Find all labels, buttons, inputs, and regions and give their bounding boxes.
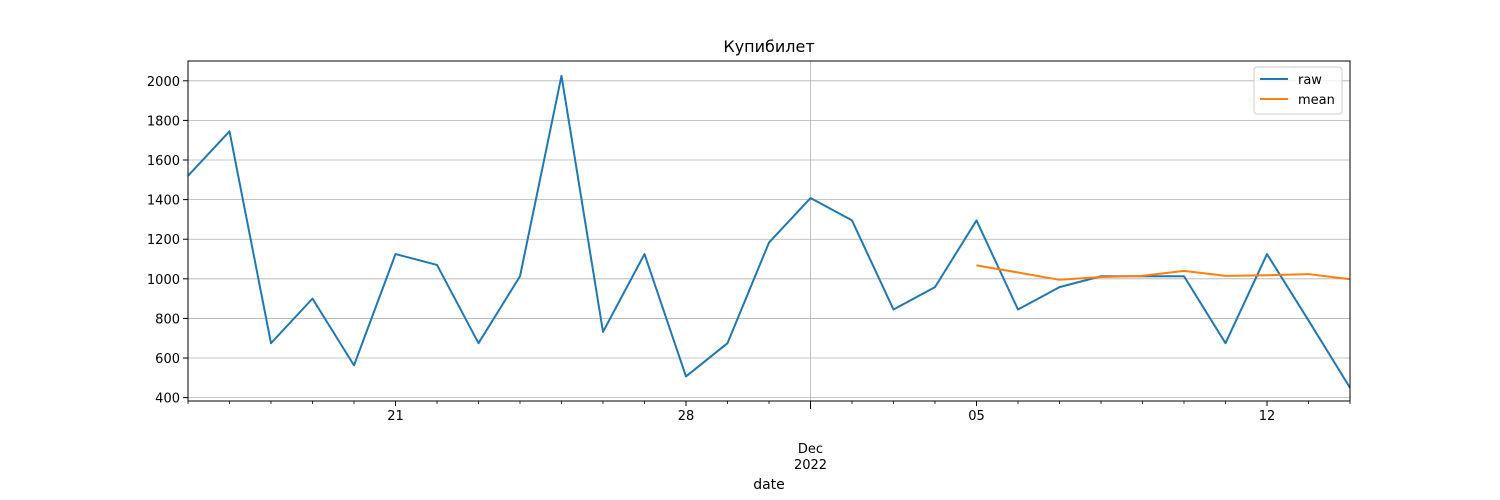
data-point-raw <box>478 342 480 344</box>
y-tick-label: 1800 <box>147 114 180 129</box>
data-point-mean <box>1142 275 1144 277</box>
grid-lines <box>188 61 1350 401</box>
data-point-raw <box>1308 319 1310 321</box>
x-tick-label: 05 <box>968 409 985 424</box>
data-point-raw <box>561 75 563 77</box>
legend-label-raw: raw <box>1298 73 1322 88</box>
data-point-mean <box>1017 271 1019 273</box>
data-point-raw <box>851 219 853 221</box>
x-major-tick-label: Dec <box>798 442 823 457</box>
series-layer <box>187 74 1351 389</box>
data-point-raw <box>934 286 936 288</box>
y-tick-label: 1400 <box>147 194 180 209</box>
data-point-raw <box>1059 286 1061 288</box>
data-point-raw <box>1266 253 1268 255</box>
data-point-raw <box>229 130 231 132</box>
y-tick-label: 800 <box>155 312 180 327</box>
data-point-raw <box>602 331 604 333</box>
series-line-raw <box>187 74 1351 389</box>
plot-frame <box>187 60 1351 402</box>
data-point-raw <box>353 364 355 366</box>
y-tick-label: 1600 <box>147 154 180 169</box>
x-axis-label: date <box>753 477 785 493</box>
data-point-raw <box>1017 309 1019 311</box>
y-tick-label: 1200 <box>147 233 180 248</box>
x-tick-label: 28 <box>678 409 695 424</box>
data-point-raw <box>270 342 272 344</box>
data-point-mean <box>1225 275 1227 277</box>
x-major-tick-label: 2022 <box>794 458 827 473</box>
data-point-raw <box>395 253 397 255</box>
data-point-raw <box>810 197 812 199</box>
data-point-mean <box>976 264 978 266</box>
y-tick-label: 1000 <box>147 273 180 288</box>
data-point-mean <box>1059 279 1061 281</box>
x-tick-label: 21 <box>387 409 404 424</box>
data-point-raw <box>768 242 770 244</box>
data-point-raw <box>312 298 314 300</box>
data-point-mean <box>1100 276 1102 278</box>
data-point-raw <box>1183 275 1185 277</box>
y-axis: 400 600 800 1000 1200 1400 1600 1800 2000 <box>147 75 188 407</box>
data-point-raw <box>644 253 646 255</box>
y-tick-label: 400 <box>155 392 180 407</box>
data-point-raw <box>976 219 978 221</box>
chart-title: Купибилет <box>723 37 814 56</box>
y-tick-label: 2000 <box>147 75 180 90</box>
y-tick-label: 600 <box>155 352 180 367</box>
x-tick-label: 12 <box>1259 409 1276 424</box>
data-point-raw <box>893 309 895 311</box>
legend: raw mean <box>1253 66 1343 115</box>
data-point-raw <box>685 375 687 377</box>
data-point-raw <box>519 275 521 277</box>
data-point-raw <box>436 264 438 266</box>
data-point-raw <box>1225 342 1227 344</box>
data-point-mean <box>1266 274 1268 276</box>
data-point-mean <box>1183 270 1185 272</box>
series-line-mean <box>976 264 1351 281</box>
data-point-raw <box>727 342 729 344</box>
data-point-mean <box>1308 273 1310 275</box>
legend-label-mean: mean <box>1298 93 1335 108</box>
